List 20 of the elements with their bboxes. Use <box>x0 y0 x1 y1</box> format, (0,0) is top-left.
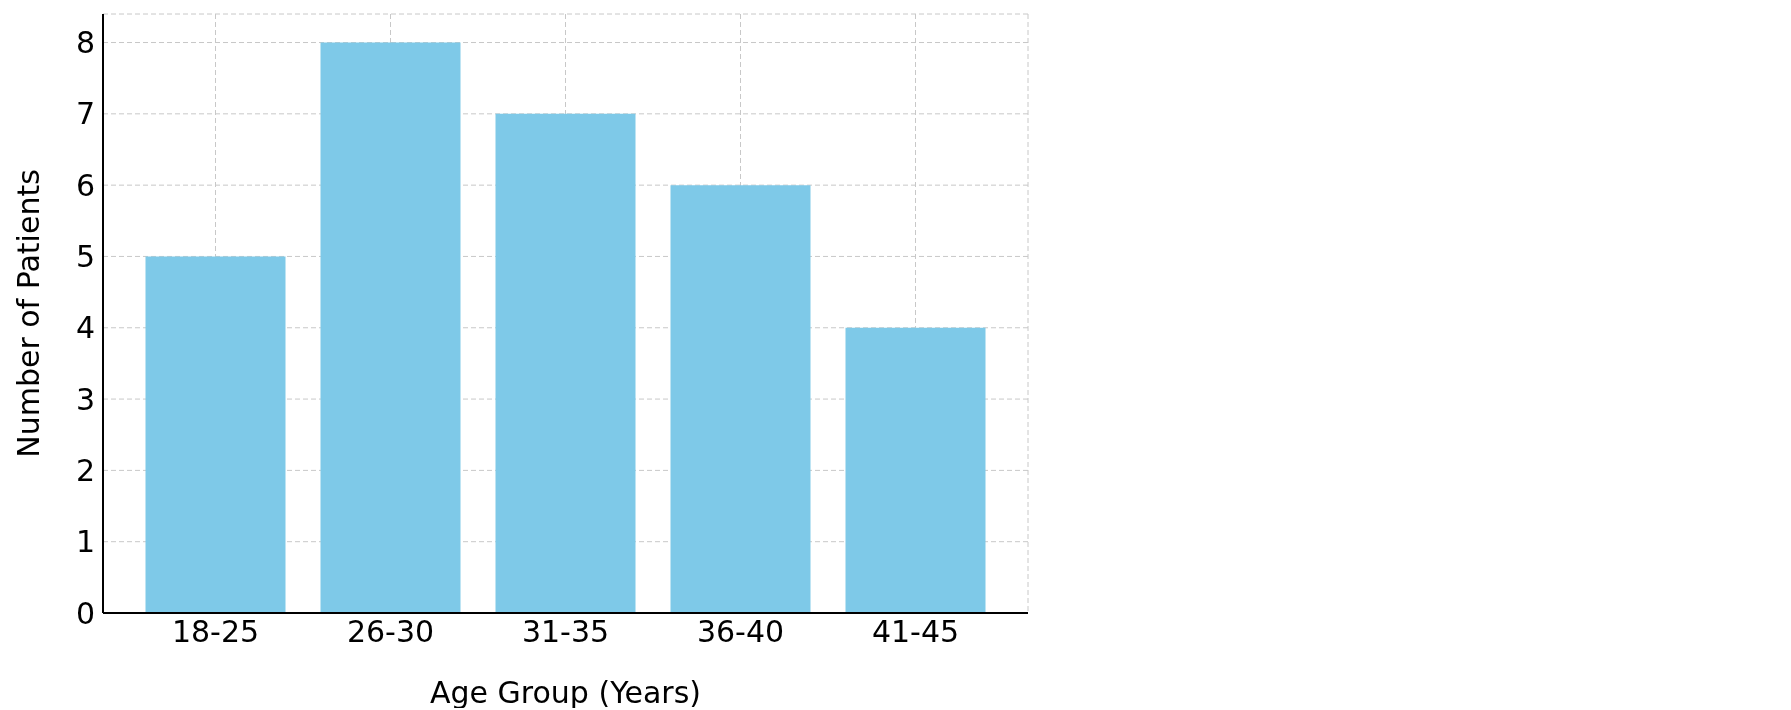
bar <box>845 327 986 613</box>
bar <box>495 113 636 613</box>
y-tick-label: 1 <box>75 524 95 560</box>
bar <box>670 185 811 613</box>
y-axis-title: Number of Patients <box>10 169 46 458</box>
x-tick-label: 31-35 <box>521 614 610 650</box>
bar <box>145 256 286 613</box>
y-tick-label: 2 <box>75 453 95 489</box>
y-tick-label: 4 <box>75 310 95 346</box>
y-tick-label: 5 <box>75 239 95 275</box>
x-tick-label: 41-45 <box>871 614 960 650</box>
y-tick-label: 6 <box>75 167 95 203</box>
y-tick-label: 3 <box>75 381 95 417</box>
bar <box>320 42 461 613</box>
x-tick-label: 26-30 <box>346 614 435 650</box>
x-tick-label: 18-25 <box>171 614 260 650</box>
x-tick-label: 36-40 <box>696 614 785 650</box>
y-tick-label: 7 <box>75 96 95 132</box>
y-tick-label: 0 <box>75 595 95 631</box>
y-tick-label: 8 <box>75 25 95 61</box>
